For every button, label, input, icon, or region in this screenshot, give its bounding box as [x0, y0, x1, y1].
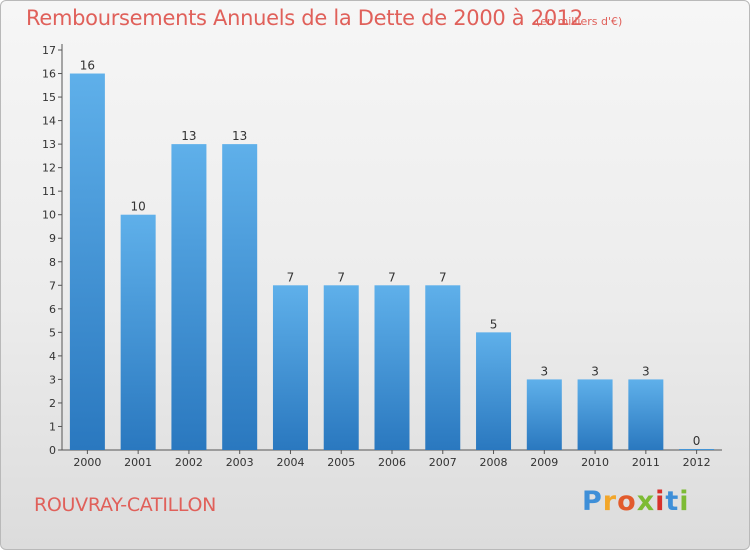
data-label: 13 — [232, 129, 247, 143]
y-tick-label: 1 — [49, 420, 56, 433]
y-tick-label: 4 — [49, 350, 56, 363]
bar — [171, 144, 207, 450]
y-tick-label: 6 — [49, 303, 56, 316]
y-tick-label: 2 — [49, 397, 56, 410]
y-tick-label: 14 — [42, 115, 56, 128]
x-tick-label: 2000 — [73, 456, 101, 469]
data-label: 5 — [490, 317, 498, 331]
chart-unit-label: (en milliers d'€) — [536, 15, 623, 28]
bar — [323, 285, 359, 450]
bar — [222, 144, 258, 450]
y-tick-label: 11 — [42, 185, 56, 198]
y-tick-label: 0 — [49, 444, 56, 457]
data-label: 3 — [540, 364, 548, 378]
data-label: 7 — [337, 270, 345, 284]
y-tick-label: 8 — [49, 256, 56, 269]
data-label: 7 — [287, 270, 295, 284]
proxiti-logo: Proxiti — [582, 486, 690, 517]
x-tick-label: 2006 — [378, 456, 406, 469]
x-tick-label: 2003 — [226, 456, 254, 469]
data-label: 7 — [439, 270, 447, 284]
x-tick-label: 2005 — [327, 456, 355, 469]
x-tick-label: 2004 — [276, 456, 304, 469]
y-tick-label: 15 — [42, 91, 56, 104]
bar — [425, 285, 461, 450]
y-tick-label: 9 — [49, 232, 56, 245]
y-tick-label: 10 — [42, 209, 56, 222]
commune-name: ROUVRAY-CATILLON — [34, 494, 217, 516]
x-tick-label: 2009 — [530, 456, 558, 469]
bar — [476, 332, 512, 450]
data-label: 7 — [388, 270, 396, 284]
x-tick-label: 2012 — [683, 456, 711, 469]
bar — [577, 379, 613, 450]
bar — [628, 379, 664, 450]
bar — [272, 285, 308, 450]
y-tick-label: 17 — [42, 44, 56, 57]
x-tick-label: 2007 — [429, 456, 457, 469]
y-tick-label: 5 — [49, 326, 56, 339]
bar — [69, 73, 105, 450]
y-tick-label: 3 — [49, 373, 56, 386]
data-label: 3 — [642, 364, 650, 378]
bar — [374, 285, 410, 450]
data-label: 10 — [131, 200, 146, 214]
data-label: 3 — [591, 364, 599, 378]
y-tick-label: 16 — [42, 68, 56, 81]
x-tick-label: 2010 — [581, 456, 609, 469]
bar — [679, 449, 715, 450]
x-tick-label: 2008 — [480, 456, 508, 469]
data-label: 13 — [181, 129, 196, 143]
data-label: 0 — [693, 434, 701, 448]
bar — [526, 379, 562, 450]
chart-title: Remboursements Annuels de la Dette de 20… — [26, 6, 583, 30]
x-tick-label: 2011 — [632, 456, 660, 469]
data-label: 16 — [80, 59, 95, 73]
bar — [120, 214, 156, 450]
y-tick-label: 7 — [49, 279, 56, 292]
x-tick-label: 2001 — [124, 456, 152, 469]
x-tick-label: 2002 — [175, 456, 203, 469]
y-tick-label: 13 — [42, 138, 56, 151]
y-tick-label: 12 — [42, 162, 56, 175]
